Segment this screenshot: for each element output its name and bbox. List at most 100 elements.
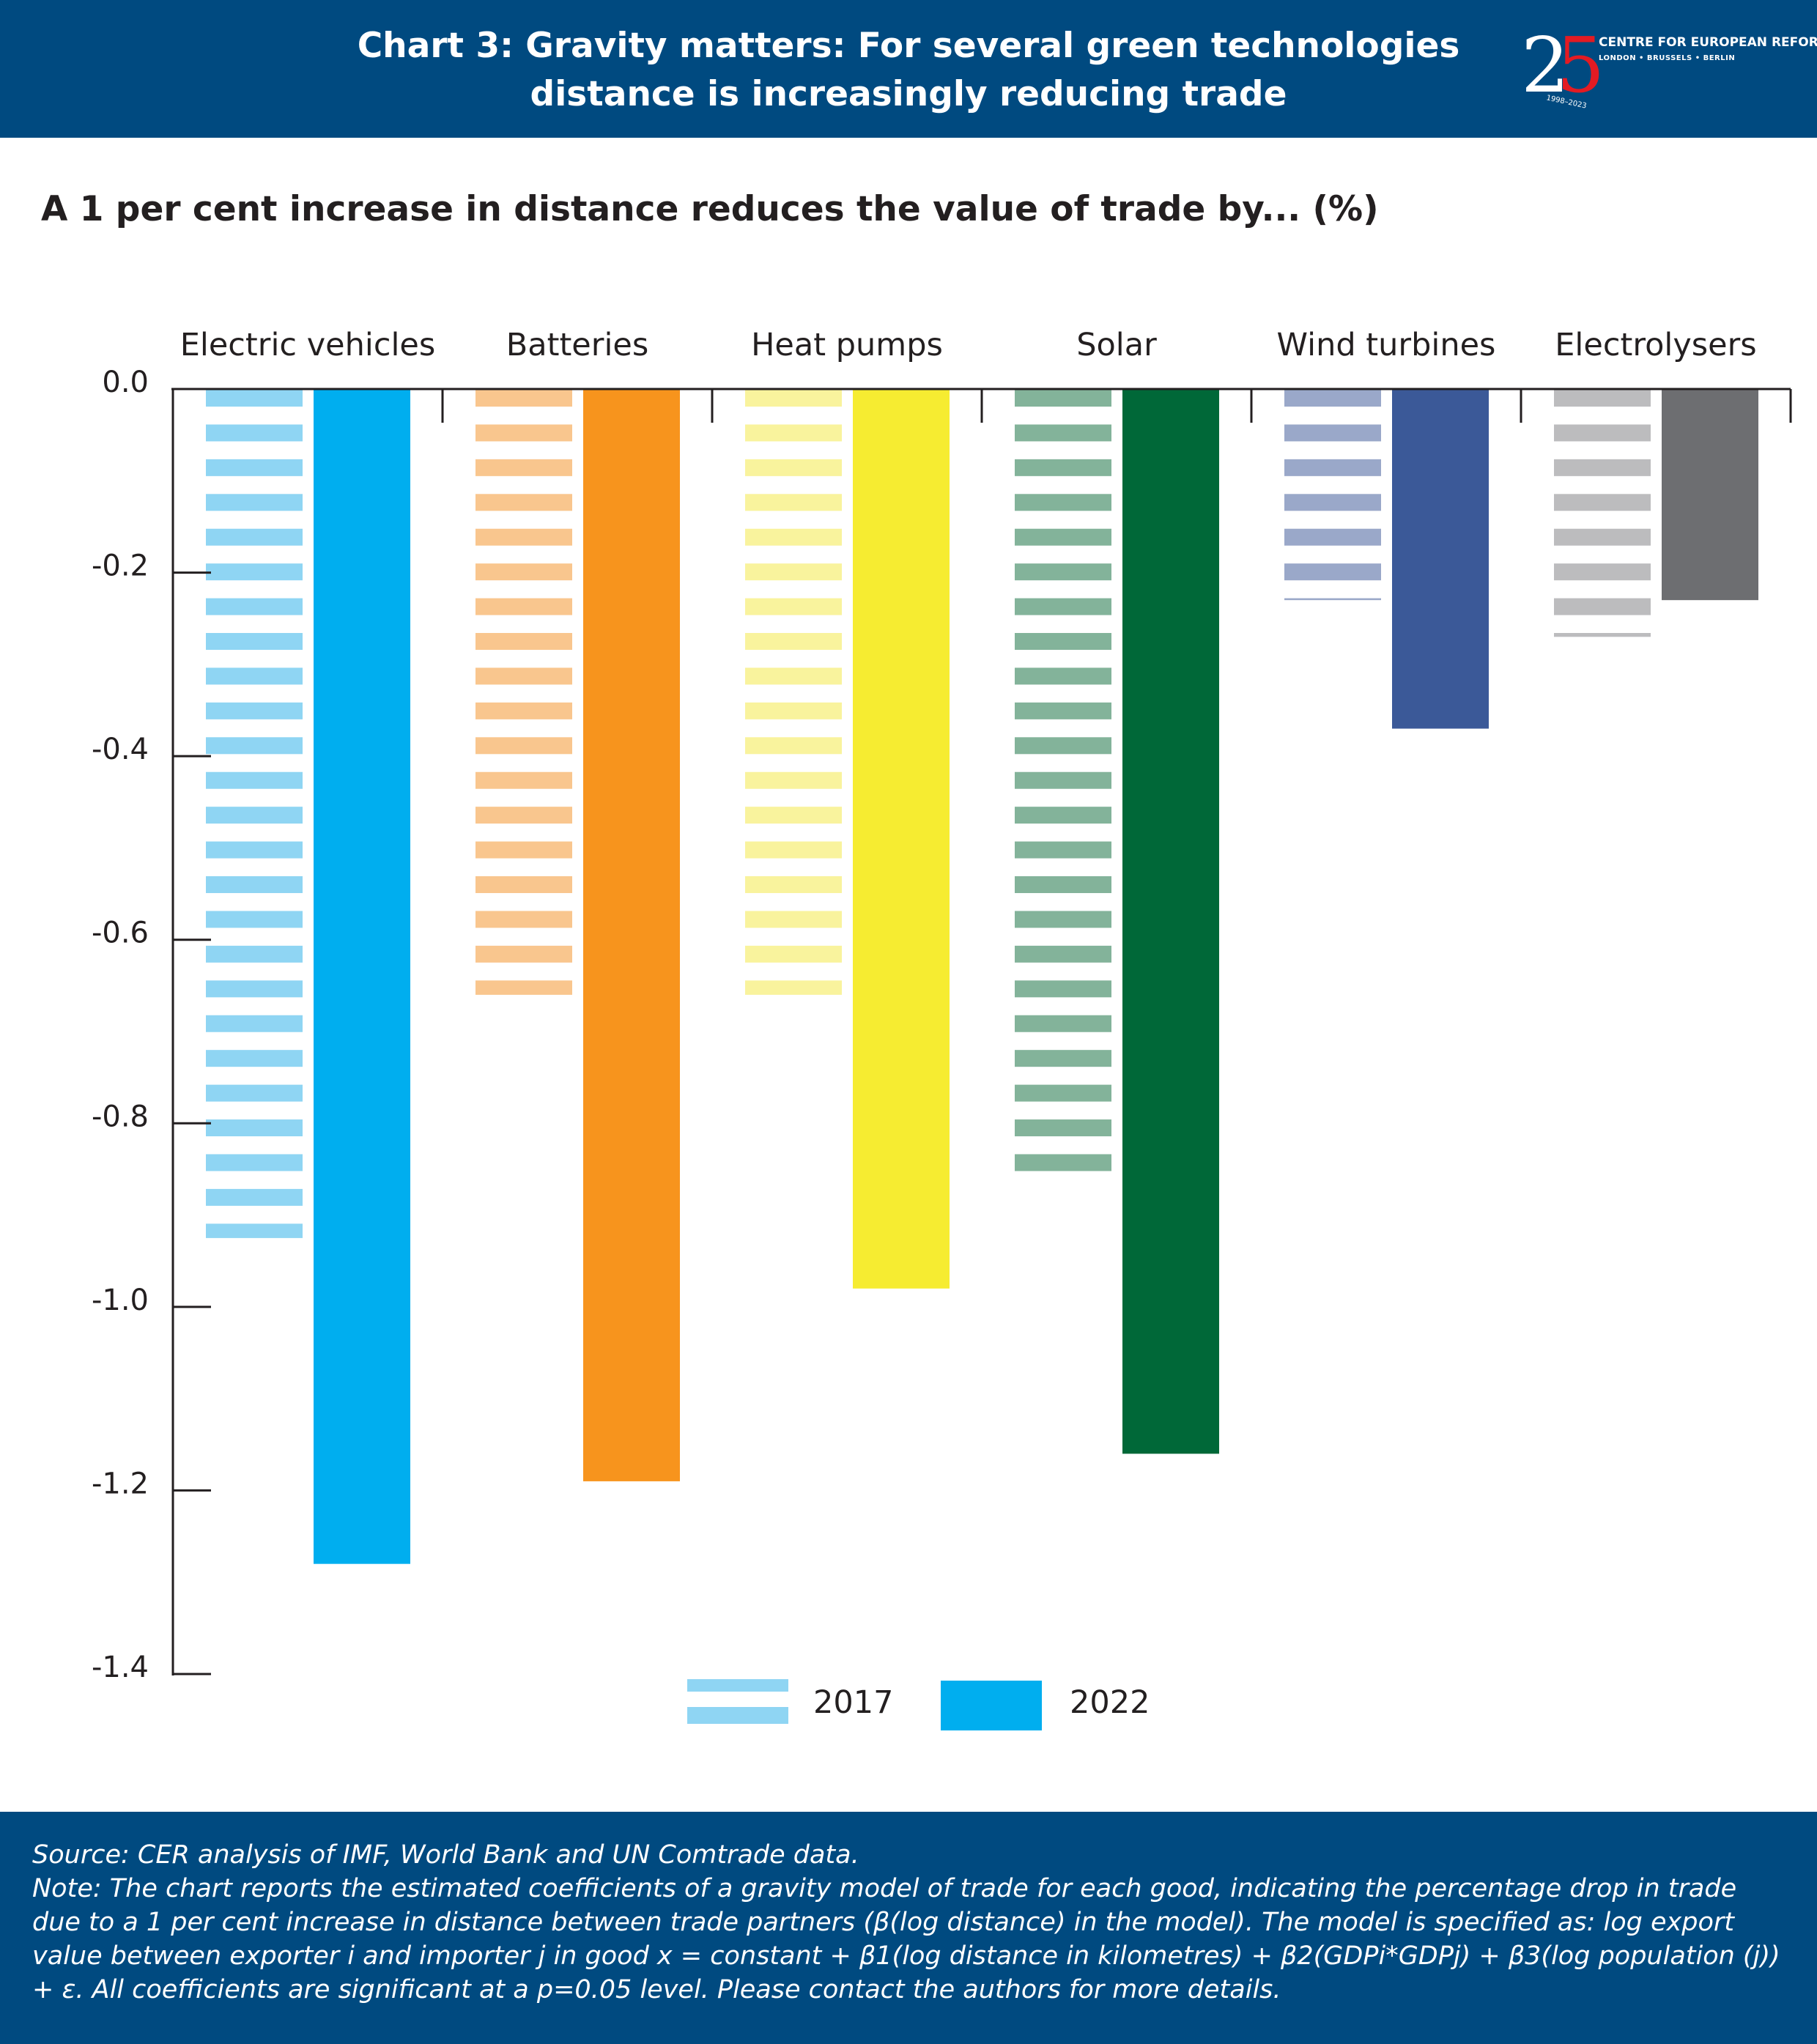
- bar-stripe: [206, 737, 303, 755]
- bar-stripe: [475, 702, 572, 719]
- bar-stripe: [1554, 390, 1651, 407]
- bar-stripe: [206, 807, 303, 824]
- bar-2017-wind-turbines: [1284, 390, 1381, 601]
- bar-stripe: [206, 424, 303, 442]
- y-tick-label: -1.4: [92, 1651, 149, 1684]
- bar-stripe: [745, 494, 842, 511]
- bar-stripe: [1015, 876, 1111, 894]
- bar-stripe: [745, 876, 842, 894]
- bar-stripe: [475, 494, 572, 511]
- bar-2022-heat-pumps: [853, 389, 950, 1289]
- bar-stripe: [206, 528, 303, 546]
- bar-stripe: [206, 633, 303, 651]
- bar-stripe: [206, 494, 303, 511]
- bar-stripe: [206, 876, 303, 894]
- bar-stripe: [1015, 1119, 1111, 1137]
- bar-stripe: [1015, 459, 1111, 476]
- bar-stripe: [475, 911, 572, 928]
- category-label-solar: Solar: [1076, 327, 1157, 363]
- legend-label-2022: 2022: [1070, 1684, 1150, 1721]
- bar-2022-batteries: [583, 389, 680, 1481]
- category-label-heat-pumps: Heat pumps: [751, 327, 943, 363]
- bar-stripe: [206, 598, 303, 615]
- bar-stripe: [745, 771, 842, 789]
- bar-stripe: [206, 980, 303, 998]
- bar-2017-solar: [1015, 390, 1111, 1171]
- bar-stripe: [206, 390, 303, 407]
- bar-stripe: [475, 390, 572, 407]
- bar-stripe: [1015, 980, 1111, 998]
- bar-stripe: [1284, 424, 1381, 442]
- chart-subtitle: A 1 per cent increase in distance reduce…: [41, 189, 1379, 229]
- y-tick-label: -0.8: [92, 1100, 149, 1133]
- bar-stripe: [1284, 459, 1381, 476]
- bar-stripe: [745, 980, 842, 995]
- bar-stripe: [1015, 390, 1111, 407]
- bar-stripe: [1015, 841, 1111, 859]
- bar-stripe: [1015, 667, 1111, 685]
- bar-stripe: [475, 876, 572, 894]
- bar-stripe: [206, 563, 303, 581]
- bar-stripe: [1015, 563, 1111, 581]
- bar-stripe: [745, 807, 842, 824]
- bar-stripe: [206, 841, 303, 859]
- bar-stripe: [206, 911, 303, 928]
- bar-stripe: [745, 702, 842, 719]
- bar-stripe: [1015, 771, 1111, 789]
- bar-stripe: [1015, 424, 1111, 442]
- logo-name: CENTRE FOR EUROPEAN REFORM: [1599, 35, 1817, 50]
- bar-stripe: [1015, 702, 1111, 719]
- bar-stripe: [745, 945, 842, 963]
- chart-header: Chart 3: Gravity matters: For several gr…: [0, 0, 1817, 138]
- chart-title: Chart 3: Gravity matters: For several gr…: [293, 22, 1524, 119]
- bar-stripe: [1554, 528, 1651, 546]
- bar-stripe: [1015, 737, 1111, 755]
- bar-stripe: [1015, 911, 1111, 928]
- bar-stripe: [206, 1154, 303, 1171]
- legend-swatch-2022: [941, 1681, 1042, 1730]
- bar-stripe: [475, 459, 572, 476]
- bar-stripe: [475, 807, 572, 824]
- bar-stripe: [206, 1223, 303, 1238]
- bar-stripe: [745, 841, 842, 859]
- chart-title-line-1: Chart 3: Gravity matters: For several gr…: [357, 26, 1460, 66]
- bar-2017-batteries: [475, 390, 572, 995]
- legend-swatch-2017-stripe-1: [687, 1679, 788, 1692]
- bar-stripe: [1554, 563, 1651, 581]
- y-tick-label: -0.2: [92, 549, 149, 583]
- bar-stripe: [1015, 1084, 1111, 1102]
- bar-2017-heat-pumps: [745, 390, 842, 995]
- bar-stripe: [745, 390, 842, 407]
- chart-title-line-2: distance is increasingly reducing trade: [530, 74, 1287, 114]
- bar-2022-electrolysers: [1662, 389, 1758, 601]
- logo-cities: LONDON • BRUSSELS • BERLIN: [1599, 54, 1736, 62]
- bar-stripe: [206, 702, 303, 719]
- bar-chart: Electric vehicles Batteries Heat pumps Sola…: [92, 327, 1792, 1730]
- bar-2022-electric-vehicles: [314, 389, 410, 1564]
- bar-stripe: [206, 667, 303, 685]
- category-label-wind-turbines: Wind turbines: [1277, 327, 1496, 363]
- bar-stripe: [1554, 633, 1651, 637]
- bar-stripe: [1284, 563, 1381, 581]
- bar-stripe: [206, 1084, 303, 1102]
- bar-stripe: [475, 424, 572, 442]
- bar-stripe: [1015, 807, 1111, 824]
- bar-stripe: [745, 528, 842, 546]
- bar-stripe: [1284, 528, 1381, 546]
- bar-stripe: [1015, 528, 1111, 546]
- bar-stripe: [206, 459, 303, 476]
- source-note: Source: CER analysis of IMF, World Bank …: [32, 1840, 859, 1870]
- bar-stripe: [475, 737, 572, 755]
- methodology-note: Note: The chart reports the estimated co…: [32, 1874, 1780, 2004]
- bar-stripe: [745, 459, 842, 476]
- bar-stripe: [745, 911, 842, 928]
- legend-label-2017: 2017: [813, 1684, 893, 1721]
- bar-2022-wind-turbines: [1392, 389, 1489, 729]
- bar-stripe: [206, 1050, 303, 1067]
- category-label-electrolysers: Electrolysers: [1555, 327, 1756, 363]
- bar-stripe: [1554, 424, 1651, 442]
- bar-stripe: [475, 771, 572, 789]
- bar-stripe: [745, 667, 842, 685]
- bar-stripe: [745, 424, 842, 442]
- bar-stripe: [206, 945, 303, 963]
